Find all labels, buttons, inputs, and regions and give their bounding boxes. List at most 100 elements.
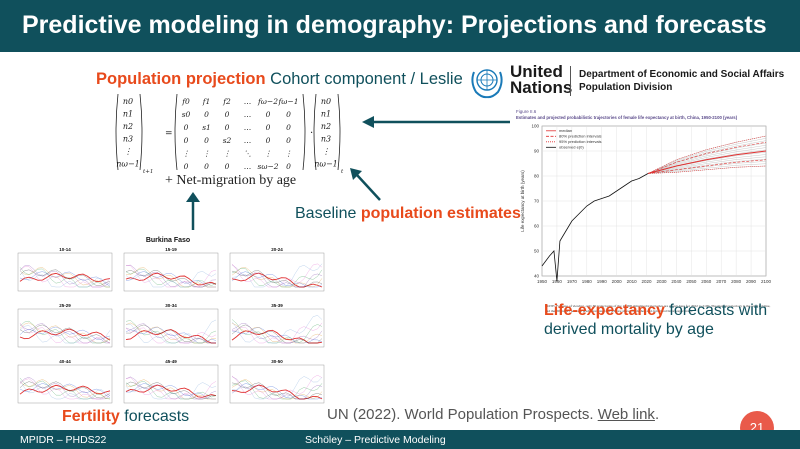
vector-entry: n2 (123, 122, 133, 131)
fertility-series-line (125, 323, 217, 344)
panel-frame (17, 308, 113, 348)
un-dept-line1: Department of Economic and Social Affair… (579, 69, 785, 80)
matrix-entry: … (244, 110, 252, 119)
fertility-series-line (19, 269, 111, 286)
baseline-label-rest: Baseline (295, 205, 361, 222)
trajectory-line (647, 154, 767, 174)
matrix-entry: s1 (202, 123, 211, 132)
fertility-panel: 15-19 (123, 247, 219, 292)
matrix-entry: f0 (181, 97, 190, 106)
trajectory-line (647, 147, 767, 174)
fertility-panel: 30-50 (229, 359, 325, 404)
le-label-line2: derived mortality by age (544, 321, 714, 338)
matrix-entry: s0 (182, 110, 191, 119)
y-axis-label: Life expectancy at birth (years) (520, 170, 525, 232)
slide-header: Predictive modeling in demography: Proje… (0, 0, 800, 52)
fertility-series-line (125, 384, 217, 398)
vector-entry: n1 (123, 110, 133, 119)
fertility-series-line (19, 267, 110, 288)
fertility-series-line (125, 271, 217, 288)
fertility-panel: 25-29 (17, 303, 113, 348)
le-label-rest1: forecasts with (664, 302, 768, 319)
un-name-line2: Nations (510, 78, 573, 97)
pi80-lower-line (647, 159, 767, 174)
un-department: Department of Economic and Social Affair… (579, 68, 784, 94)
matrix-entry: 0 (286, 136, 291, 145)
fertility-series-line (231, 327, 323, 344)
fertility-series-line (231, 263, 323, 288)
y-tick-label: 40 (534, 274, 540, 279)
fertility-series-line (125, 324, 216, 344)
citation: UN (2022). World Population Prospects. W… (327, 406, 659, 423)
y-tick-label: 90 (534, 149, 540, 154)
le-label-accent: Life-expectancy (544, 302, 665, 319)
fertility-panel: 40-44 (17, 359, 113, 404)
vector-entry: n0 (321, 97, 331, 106)
arrow-diag-baseline (350, 168, 381, 201)
fertility-series-line (19, 328, 111, 341)
vector-entry: n1 (321, 110, 331, 119)
panel-frame (229, 308, 325, 348)
un-name: United Nations (510, 63, 573, 97)
pi80-upper-line (647, 141, 767, 174)
matrix-entry: 0 (204, 110, 209, 119)
vector-entry: nω−1 (314, 160, 337, 169)
fertility-series-line (125, 265, 217, 288)
fertility-series-line (19, 380, 111, 400)
un-divider (570, 66, 571, 96)
fertility-series-line (231, 323, 323, 344)
y-tick-label: 100 (531, 124, 539, 129)
y-tick-label: 70 (534, 199, 540, 204)
vector-entry: nω−1 (116, 160, 139, 169)
matrix-entry: 0 (204, 136, 209, 145)
equals-sign: = (165, 129, 173, 139)
web-link[interactable]: Web link (597, 406, 655, 423)
projection-label-accent: Population projection (96, 70, 266, 88)
fertility-series-line (19, 323, 111, 344)
x-tick-label: 2100 (761, 279, 772, 284)
legend-entry: 95% prediction intervals (559, 139, 601, 144)
fertility-series-line (19, 271, 111, 287)
x-tick-label: 1960 (552, 279, 563, 284)
slide-footer: MPIDR – PHDS22 Schöley – Predictive Mode… (0, 430, 800, 449)
panel-frame (17, 364, 113, 404)
observed-line (541, 173, 649, 282)
x-tick-label: 2060 (701, 279, 712, 284)
matrix-entry: ⋮ (264, 149, 272, 158)
panel-frame (123, 364, 219, 404)
matrix-entry: 0 (286, 110, 291, 119)
matrix-entry: ⋮ (285, 149, 293, 158)
matrix-entry: 0 (266, 110, 271, 119)
panel-title: 45-49 (165, 359, 177, 364)
fertility-series-line (19, 376, 111, 400)
citation-trail: . (654, 406, 660, 423)
matrix-entry: f1 (202, 97, 211, 106)
matrix-entry: 0 (266, 123, 271, 132)
pi95-lower-line (648, 165, 767, 174)
leslie-equation: n0 n1 n2 n3 ⋮ nω−1 t+1 f0 f1 f2 … fω−2 fω−1 s0 0 0 … 0 0 0… (115, 93, 344, 175)
trajectory-line (647, 156, 767, 174)
fertility-label: Fertility forecasts (62, 408, 189, 426)
matrix-entry: ⋮ (182, 149, 190, 158)
legend-entry: 80% prediction intervals (559, 134, 601, 139)
figure-title: Estimates and projected probabilistic tr… (516, 115, 738, 120)
fertility-series-line (231, 324, 323, 344)
trajectory-line (647, 145, 767, 174)
median-line (647, 150, 767, 174)
fertility-series-line (19, 266, 111, 288)
matrix-entry: … (244, 162, 252, 171)
dot-operator: · (310, 128, 313, 139)
matrix-entry: sω−2 (257, 162, 278, 171)
fertility-series-line (19, 269, 111, 288)
panel-title: 20-24 (271, 247, 283, 252)
leslie-matrix: f0 f1 f2 … fω−2 fω−1 s0 0 0 … 0 0 0 s1 0 … 0 0 0 0 s2 … 0 0 ⋮ ⋮ ⋮ ⋱… (174, 93, 306, 171)
matrix-entry: ⋮ (203, 149, 211, 158)
fertility-series-line (231, 322, 323, 344)
fertility-series-line (125, 319, 217, 344)
fertility-label-rest: forecasts (119, 408, 190, 425)
x-tick-label: 1950 (537, 279, 548, 284)
vector-entry: ⋮ (322, 147, 330, 156)
footer-left: MPIDR – PHDS22 (20, 434, 107, 446)
x-tick-label: 2020 (642, 279, 653, 284)
